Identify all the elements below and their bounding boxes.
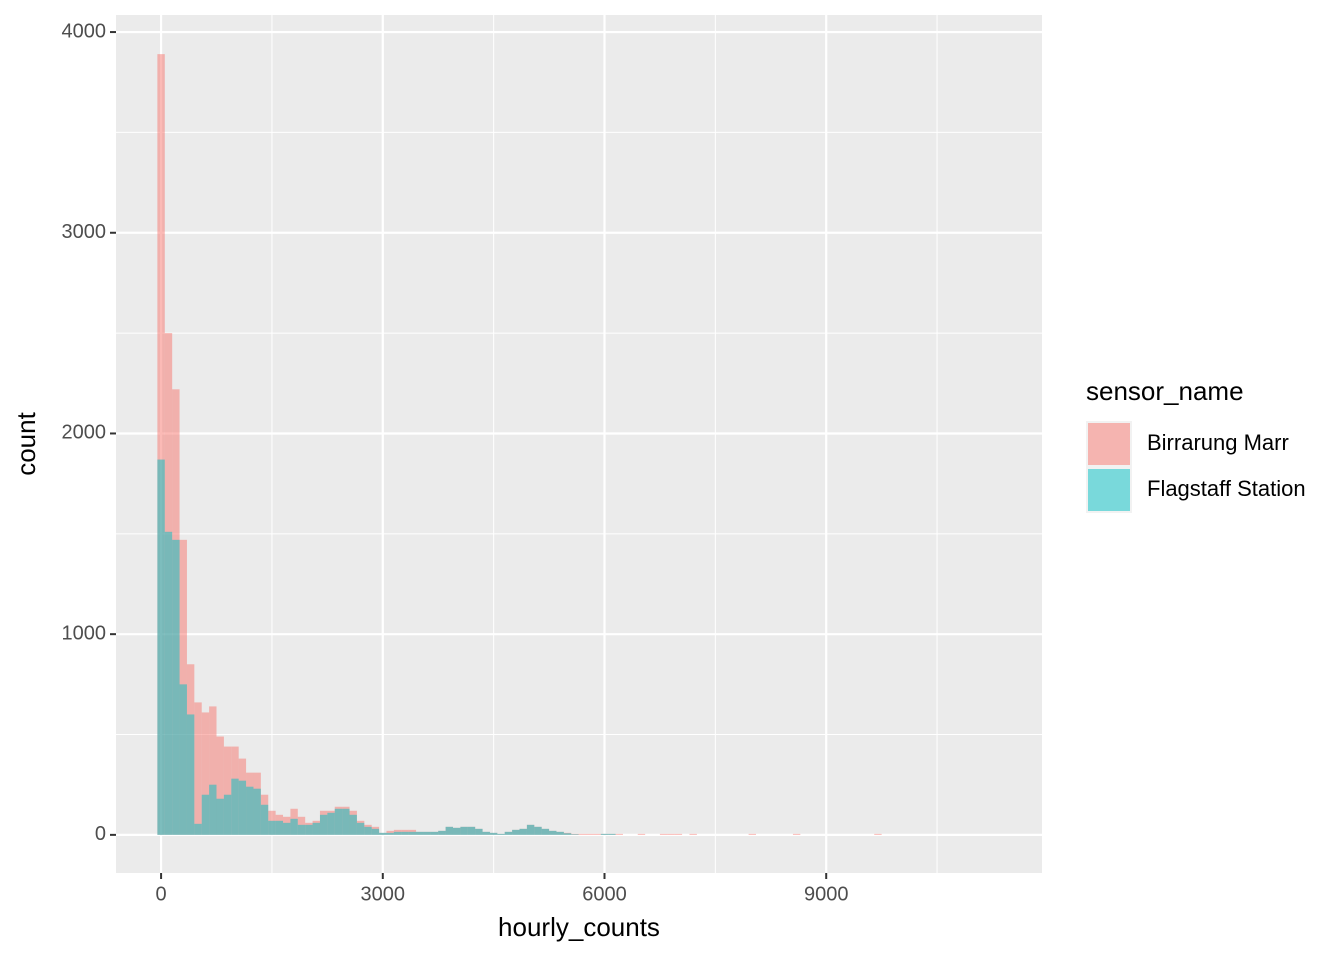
bar <box>201 712 210 835</box>
bar <box>615 833 623 835</box>
bar <box>874 833 882 835</box>
y-tick-label: 4000 <box>62 20 107 42</box>
bar <box>430 831 439 835</box>
legend-label: Flagstaff Station <box>1147 476 1306 501</box>
bar <box>157 459 165 835</box>
y-tick-label: 1000 <box>62 622 107 644</box>
bar <box>541 828 550 835</box>
bar <box>194 823 202 835</box>
legend-key <box>1088 469 1130 511</box>
bar <box>497 833 505 835</box>
x-tick-label: 9000 <box>804 883 849 905</box>
bar <box>423 831 431 835</box>
bar <box>283 822 291 835</box>
bar <box>534 826 542 835</box>
bar <box>356 822 365 835</box>
bar <box>416 831 424 835</box>
bar <box>253 788 261 835</box>
bar <box>260 804 269 835</box>
bar <box>401 831 409 835</box>
legend-key <box>1088 423 1130 465</box>
bar <box>327 812 335 835</box>
bar <box>445 826 453 835</box>
bar <box>689 833 697 835</box>
bar <box>164 531 173 835</box>
bar <box>223 794 232 835</box>
bar <box>504 831 513 835</box>
bar <box>364 826 372 835</box>
bar <box>748 833 756 835</box>
bar <box>334 808 343 835</box>
bar <box>438 830 446 835</box>
bar <box>216 798 224 835</box>
bar <box>408 831 417 835</box>
bar <box>216 736 224 835</box>
bar <box>268 820 276 835</box>
bar <box>475 828 483 835</box>
bar <box>600 833 609 835</box>
bar <box>512 829 520 835</box>
bar <box>659 833 668 835</box>
bar <box>201 794 210 835</box>
bar <box>489 832 498 835</box>
x-tick-label: 0 <box>156 883 167 905</box>
bar <box>674 833 683 835</box>
bar <box>342 808 350 835</box>
bar <box>194 702 202 835</box>
bar <box>305 824 313 835</box>
bar <box>275 820 284 835</box>
bar <box>460 826 468 835</box>
bar <box>172 539 180 835</box>
bar <box>290 818 298 835</box>
bar <box>386 832 394 835</box>
bar <box>578 833 587 835</box>
bar <box>312 822 320 835</box>
bar <box>792 833 801 835</box>
bar <box>297 824 306 835</box>
y-axis-title: count <box>11 411 41 475</box>
bar <box>179 684 187 835</box>
legend-title: sensor_name <box>1086 376 1244 406</box>
x-tick-label: 3000 <box>361 883 406 905</box>
y-tick-label: 2000 <box>62 422 107 444</box>
legend-label: Birrarung Marr <box>1147 430 1289 455</box>
bar <box>637 833 646 835</box>
bar <box>209 784 217 835</box>
bar <box>571 834 579 835</box>
bar <box>209 706 217 835</box>
bar <box>223 746 232 835</box>
bar <box>549 830 557 835</box>
x-axis-title: hourly_counts <box>498 912 660 942</box>
x-tick-label: 6000 <box>582 883 627 905</box>
y-tick-label: 3000 <box>62 221 107 243</box>
bar <box>556 831 564 835</box>
bar <box>186 714 195 835</box>
bar <box>467 826 476 835</box>
bar <box>349 814 357 835</box>
bar <box>319 814 328 835</box>
bar <box>586 833 594 835</box>
axes: 0 3000 6000 9000 0 1000 2000 3000 4000 <box>62 20 849 905</box>
bar <box>667 833 675 835</box>
bar <box>246 786 254 835</box>
bar <box>238 780 247 835</box>
bar <box>452 827 461 835</box>
bar <box>608 833 616 835</box>
legend: Birrarung Marr Flagstaff Station <box>1086 421 1306 513</box>
bar <box>563 833 572 835</box>
bar <box>519 828 527 835</box>
bar <box>393 831 402 835</box>
bar <box>379 832 387 835</box>
bar <box>593 833 601 835</box>
bar <box>231 778 239 835</box>
y-tick-label: 0 <box>95 823 106 845</box>
plot-panel <box>116 15 1042 873</box>
bar <box>371 828 380 835</box>
bar <box>482 831 490 835</box>
bar <box>526 824 535 835</box>
bars <box>157 54 882 835</box>
bar <box>157 54 165 835</box>
